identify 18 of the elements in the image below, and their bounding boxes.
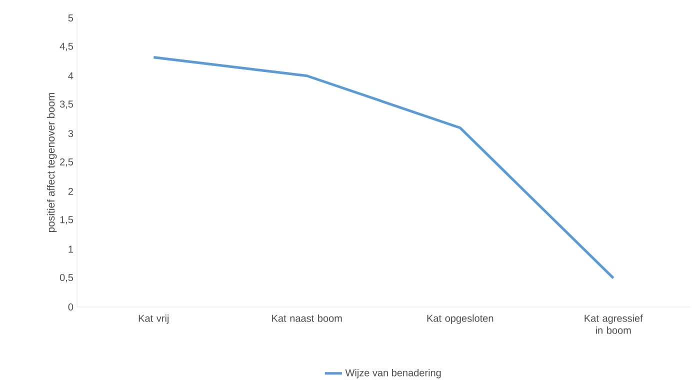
x-tick-label: Kat opgesloten bbox=[427, 314, 494, 324]
y-tick-label: 1,5 bbox=[60, 216, 74, 224]
x-tick-label: Kat vrij bbox=[138, 314, 169, 324]
y-tick-label: 4 bbox=[68, 72, 74, 80]
x-tick-label: Kat agressief in boom bbox=[584, 314, 643, 334]
x-tick-label: Kat naast boom bbox=[272, 314, 342, 322]
y-tick-label: 0 bbox=[68, 303, 74, 311]
y-tick-label: 2 bbox=[68, 188, 73, 195]
legend-label: Wijze van benadering bbox=[345, 369, 441, 378]
y-axis-title: positief affect tegenover boom bbox=[46, 92, 57, 232]
y-tick-label: 5 bbox=[68, 14, 74, 22]
y-tick-label: 3,5 bbox=[60, 100, 74, 109]
y-tick-label: 0,5 bbox=[60, 274, 74, 282]
line-series bbox=[152, 56, 615, 280]
y-tick-label: 1 bbox=[68, 246, 73, 253]
y-tick-label: 2,5 bbox=[60, 158, 74, 167]
y-tick-label: 4,5 bbox=[60, 42, 74, 51]
y-tick-label: 3 bbox=[68, 130, 74, 138]
